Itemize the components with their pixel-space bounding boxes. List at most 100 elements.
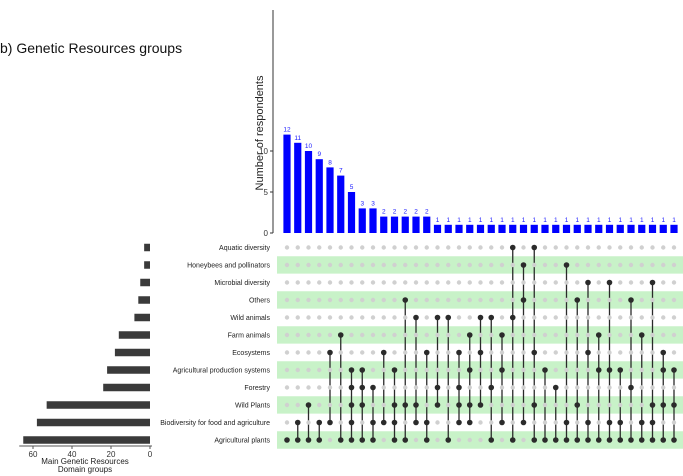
matrix-dot-filled bbox=[638, 332, 645, 338]
matrix-dot-filled bbox=[294, 437, 301, 443]
matrix-dot-empty bbox=[499, 315, 505, 320]
matrix-dot-empty bbox=[349, 297, 354, 303]
matrix-dot-empty bbox=[370, 332, 376, 338]
matrix-dot-empty bbox=[499, 437, 505, 443]
set-label: Agricultural plants bbox=[214, 438, 270, 445]
matrix-dot-filled bbox=[348, 367, 355, 373]
matrix-dot-filled bbox=[628, 384, 634, 391]
set-label: Others bbox=[249, 298, 271, 305]
matrix-dot-empty bbox=[489, 297, 494, 303]
intersection-bar bbox=[390, 216, 399, 233]
intersection-bar bbox=[294, 142, 302, 233]
matrix-dot-empty bbox=[510, 262, 515, 268]
matrix-dot-empty bbox=[499, 297, 505, 303]
matrix-dot-empty bbox=[360, 297, 365, 303]
matrix-dot-filled bbox=[391, 437, 398, 443]
matrix-dot-filled bbox=[638, 437, 645, 443]
matrix-dot-empty bbox=[575, 350, 580, 355]
matrix-dot-filled bbox=[402, 297, 409, 303]
intersection-bar-label: 1 bbox=[436, 217, 440, 224]
matrix-dot-filled bbox=[606, 437, 613, 443]
intersection-bar-label: 2 bbox=[414, 209, 418, 216]
matrix-dot-empty bbox=[338, 315, 343, 320]
intersection-bar-label: 3 bbox=[371, 200, 375, 207]
matrix-dot-empty bbox=[403, 350, 408, 355]
intersection-bar-label: 1 bbox=[511, 217, 515, 224]
matrix-dot-filled bbox=[649, 419, 656, 426]
matrix-dot-empty bbox=[596, 262, 601, 268]
matrix-dot-empty bbox=[607, 402, 612, 408]
matrix-dot-empty bbox=[295, 262, 300, 268]
matrix-dot-empty bbox=[478, 332, 483, 338]
set-size-bar bbox=[140, 278, 150, 287]
matrix-dot-empty bbox=[639, 245, 644, 250]
matrix-dot-empty bbox=[639, 350, 644, 355]
matrix-dot-empty bbox=[360, 315, 365, 320]
matrix-dot-empty bbox=[456, 332, 462, 338]
matrix-dot-empty bbox=[607, 245, 612, 250]
matrix-dot-empty bbox=[661, 332, 666, 338]
set-size-bar bbox=[144, 243, 150, 252]
matrix-dot-filled bbox=[380, 419, 387, 426]
intersection-bar-label: 1 bbox=[522, 217, 526, 224]
matrix-dot-empty bbox=[489, 350, 494, 355]
matrix-dot-filled bbox=[327, 349, 333, 356]
x-tick-label: 60 bbox=[29, 450, 38, 459]
matrix-dot-filled bbox=[359, 402, 366, 408]
intersection-bar-label: 1 bbox=[618, 217, 622, 224]
matrix-dot-filled bbox=[348, 402, 355, 408]
matrix-dot-empty bbox=[671, 280, 677, 285]
x-axis-title: Main Genetic Resources bbox=[41, 457, 129, 466]
intersection-bar-label: 1 bbox=[597, 217, 601, 224]
matrix-dot-filled bbox=[606, 367, 613, 373]
intersection-bar bbox=[455, 224, 463, 233]
intersection-bar bbox=[369, 208, 377, 233]
matrix-dot-empty bbox=[284, 297, 290, 303]
matrix-dot-filled bbox=[595, 367, 602, 373]
matrix-dot-filled bbox=[617, 367, 624, 373]
matrix-dot-filled bbox=[456, 384, 462, 391]
matrix-dot-filled bbox=[456, 349, 462, 356]
matrix-dot-empty bbox=[446, 367, 451, 373]
matrix-dot-empty bbox=[338, 245, 343, 250]
matrix-dot-empty bbox=[295, 297, 300, 303]
matrix-dot-filled bbox=[660, 402, 667, 408]
matrix-dot-empty bbox=[467, 297, 472, 303]
matrix-dot-empty bbox=[510, 350, 515, 355]
matrix-dot-empty bbox=[478, 245, 483, 250]
matrix-dot-empty bbox=[306, 350, 311, 355]
matrix-dot-empty bbox=[478, 420, 483, 425]
matrix-dot-filled bbox=[585, 437, 591, 443]
matrix-dot-filled bbox=[337, 332, 344, 338]
matrix-dot-empty bbox=[671, 332, 677, 338]
matrix-dot-empty bbox=[413, 262, 419, 268]
matrix-dot-empty bbox=[607, 350, 612, 355]
matrix-dot-empty bbox=[435, 297, 440, 303]
matrix-dot-empty bbox=[413, 367, 419, 373]
matrix-dot-filled bbox=[520, 262, 527, 268]
matrix-dot-empty bbox=[478, 262, 483, 268]
intersection-bar bbox=[638, 224, 646, 233]
matrix-dot-empty bbox=[564, 367, 569, 373]
matrix-dot-empty bbox=[360, 280, 365, 285]
matrix-dot-empty bbox=[295, 332, 300, 338]
matrix-dot-empty bbox=[327, 437, 333, 443]
matrix-dot-empty bbox=[661, 280, 666, 285]
matrix-dot-empty bbox=[510, 280, 515, 285]
set-size-bar bbox=[103, 383, 150, 392]
matrix-dot-empty bbox=[381, 332, 386, 338]
matrix-dot-empty bbox=[499, 350, 505, 355]
matrix-dot-empty bbox=[618, 297, 623, 303]
matrix-dot-empty bbox=[628, 402, 634, 408]
matrix-dot-filled bbox=[370, 419, 376, 426]
matrix-dot-empty bbox=[618, 245, 623, 250]
matrix-dot-empty bbox=[349, 332, 354, 338]
matrix-dot-empty bbox=[413, 385, 419, 390]
matrix-dot-empty bbox=[327, 297, 333, 303]
intersection-bar bbox=[584, 224, 592, 233]
matrix-dot-empty bbox=[467, 280, 472, 285]
matrix-dot-filled bbox=[445, 437, 452, 443]
matrix-dot-empty bbox=[521, 437, 526, 443]
matrix-dot-empty bbox=[542, 280, 548, 285]
intersection-bar bbox=[401, 216, 409, 233]
